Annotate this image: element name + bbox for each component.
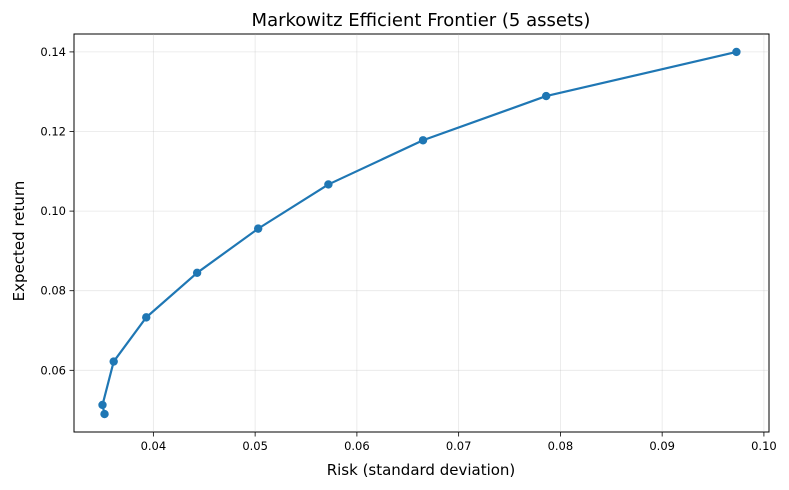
x-tick-label: 0.10 — [751, 439, 777, 453]
frontier-point — [98, 400, 107, 410]
frontier-point — [324, 180, 333, 189]
series-layer — [98, 47, 741, 419]
y-tick-label: 0.14 — [40, 45, 66, 59]
frontier-point — [541, 91, 551, 101]
y-tick-label: 0.08 — [40, 284, 66, 298]
x-tick-label: 0.07 — [446, 439, 472, 453]
frontier-point — [192, 268, 202, 277]
y-tick-label: 0.12 — [40, 125, 66, 139]
frontier-point — [142, 313, 151, 322]
x-tick-label: 0.08 — [548, 439, 574, 453]
x-tick-label: 0.05 — [242, 439, 268, 453]
x-axis-label: Risk (standard deviation) — [327, 461, 516, 479]
y-axis-label: Expected return — [10, 181, 28, 302]
frontier-point — [418, 136, 428, 145]
y-tick-label: 0.10 — [40, 204, 66, 218]
plot-area — [73, 33, 770, 433]
y-tick-label: 0.06 — [40, 363, 66, 377]
grid — [74, 34, 769, 432]
frontier-point — [109, 357, 118, 366]
frontier-point — [100, 409, 109, 419]
x-tick-label: 0.09 — [649, 439, 675, 453]
y-axis-ticks: 0.06 0.08 0.10 0.12 0.14 — [40, 45, 74, 377]
frontier-point — [732, 47, 741, 57]
x-tick-label: 0.04 — [141, 439, 167, 453]
x-tick-label: 0.06 — [344, 439, 370, 453]
frontier-point — [253, 224, 263, 233]
frontier-line — [101, 50, 737, 415]
x-axis-ticks: 0.04 0.05 0.06 0.07 0.08 0.09 0.10 — [141, 432, 777, 453]
chart-title: Markowitz Efficient Frontier (5 assets) — [252, 10, 591, 31]
